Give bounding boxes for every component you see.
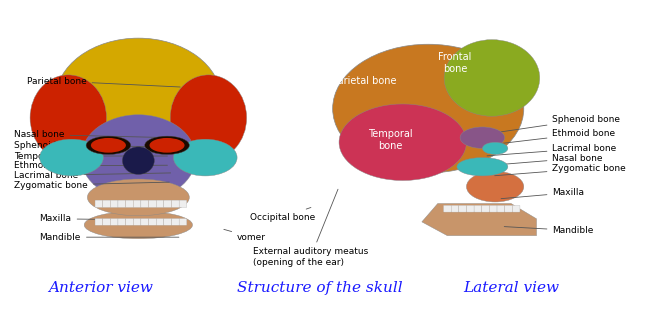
- Ellipse shape: [444, 40, 539, 116]
- Polygon shape: [422, 204, 537, 236]
- FancyBboxPatch shape: [482, 205, 490, 212]
- FancyBboxPatch shape: [141, 200, 149, 207]
- Ellipse shape: [86, 136, 130, 154]
- Text: Frontal
bone: Frontal bone: [438, 53, 472, 74]
- FancyBboxPatch shape: [512, 205, 520, 212]
- FancyBboxPatch shape: [110, 200, 118, 207]
- Ellipse shape: [466, 171, 524, 202]
- Ellipse shape: [56, 38, 221, 161]
- FancyBboxPatch shape: [156, 218, 164, 225]
- FancyBboxPatch shape: [95, 200, 103, 207]
- FancyBboxPatch shape: [179, 218, 187, 225]
- FancyBboxPatch shape: [103, 218, 110, 225]
- Text: Ethmoid bone: Ethmoid bone: [14, 161, 167, 170]
- FancyBboxPatch shape: [156, 200, 164, 207]
- FancyBboxPatch shape: [125, 218, 133, 225]
- Text: Maxilla: Maxilla: [501, 188, 585, 199]
- Text: Zygomatic bone: Zygomatic bone: [14, 181, 169, 190]
- Ellipse shape: [84, 211, 193, 239]
- Text: Temporal
bone: Temporal bone: [368, 129, 412, 151]
- FancyBboxPatch shape: [164, 200, 171, 207]
- Text: Mandible: Mandible: [505, 226, 594, 235]
- Text: Lacrimal bone: Lacrimal bone: [14, 171, 171, 180]
- Ellipse shape: [39, 139, 103, 176]
- Ellipse shape: [149, 138, 185, 153]
- FancyBboxPatch shape: [179, 200, 187, 207]
- FancyBboxPatch shape: [466, 205, 474, 212]
- Text: Parietal bone: Parietal bone: [332, 76, 397, 86]
- Ellipse shape: [333, 44, 524, 173]
- Ellipse shape: [173, 139, 237, 176]
- Ellipse shape: [460, 127, 505, 148]
- FancyBboxPatch shape: [497, 205, 505, 212]
- Text: Sphenoid bone: Sphenoid bone: [14, 141, 171, 150]
- Text: Anterior view: Anterior view: [48, 281, 152, 295]
- Text: Nasal bone: Nasal bone: [487, 154, 603, 166]
- FancyBboxPatch shape: [103, 200, 110, 207]
- Text: Zygomatic bone: Zygomatic bone: [495, 164, 626, 176]
- Text: Lateral view: Lateral view: [463, 281, 559, 295]
- FancyBboxPatch shape: [118, 218, 125, 225]
- Ellipse shape: [91, 138, 126, 153]
- FancyBboxPatch shape: [444, 205, 451, 212]
- Ellipse shape: [30, 75, 107, 161]
- FancyBboxPatch shape: [118, 200, 125, 207]
- FancyBboxPatch shape: [490, 205, 497, 212]
- Text: Structure of the skull: Structure of the skull: [237, 281, 402, 295]
- FancyBboxPatch shape: [474, 205, 482, 212]
- FancyBboxPatch shape: [451, 205, 459, 212]
- FancyBboxPatch shape: [171, 200, 179, 207]
- FancyBboxPatch shape: [149, 200, 156, 207]
- FancyBboxPatch shape: [171, 218, 179, 225]
- Ellipse shape: [339, 104, 466, 180]
- Text: Parietal bone: Parietal bone: [27, 77, 180, 87]
- Ellipse shape: [170, 75, 247, 161]
- Text: Ethmoid bone: Ethmoid bone: [488, 129, 616, 145]
- Text: Nasal bone: Nasal bone: [14, 130, 167, 139]
- Text: Occipital bone: Occipital bone: [250, 207, 315, 222]
- Ellipse shape: [123, 147, 154, 174]
- FancyBboxPatch shape: [505, 205, 512, 212]
- Text: vomer: vomer: [224, 229, 266, 242]
- FancyBboxPatch shape: [133, 200, 141, 207]
- FancyBboxPatch shape: [141, 218, 149, 225]
- Text: Temporal bone: Temporal bone: [14, 151, 167, 161]
- Ellipse shape: [87, 179, 189, 216]
- Text: Maxilla: Maxilla: [39, 214, 179, 223]
- FancyBboxPatch shape: [133, 218, 141, 225]
- Ellipse shape: [145, 136, 189, 154]
- Ellipse shape: [457, 158, 508, 176]
- FancyBboxPatch shape: [110, 218, 118, 225]
- Ellipse shape: [483, 142, 508, 154]
- FancyBboxPatch shape: [164, 218, 171, 225]
- FancyBboxPatch shape: [95, 218, 103, 225]
- Text: Mandible: Mandible: [39, 233, 179, 242]
- FancyBboxPatch shape: [459, 205, 466, 212]
- Text: Lacrimal bone: Lacrimal bone: [487, 144, 617, 156]
- FancyBboxPatch shape: [125, 200, 133, 207]
- Ellipse shape: [81, 115, 196, 201]
- Text: Sphenoid bone: Sphenoid bone: [485, 115, 620, 134]
- Text: External auditory meatus
(opening of the ear): External auditory meatus (opening of the…: [253, 189, 368, 267]
- FancyBboxPatch shape: [149, 218, 156, 225]
